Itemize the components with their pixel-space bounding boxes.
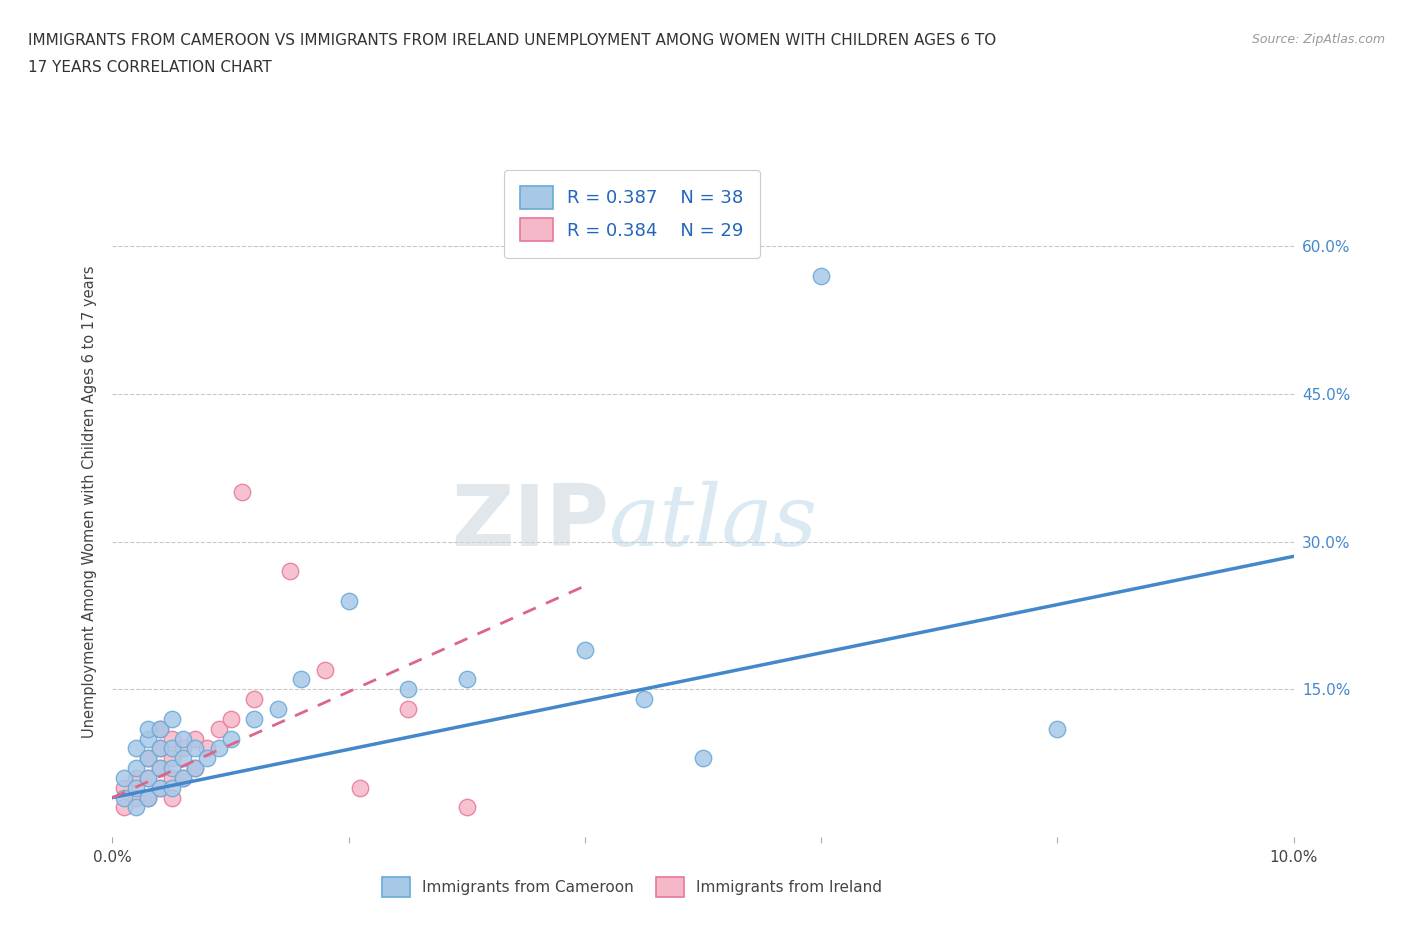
Point: [172, 741, 194, 756]
Point: [112, 780, 135, 795]
Point: [208, 722, 231, 737]
Point: [149, 780, 172, 795]
Point: [149, 722, 172, 737]
Point: [278, 564, 301, 578]
Point: [290, 672, 312, 687]
Text: ZIP: ZIP: [451, 481, 609, 564]
Point: [160, 780, 183, 795]
Point: [396, 701, 419, 716]
Point: [172, 731, 194, 746]
Point: [231, 485, 253, 499]
Point: [136, 770, 159, 785]
Point: [208, 741, 231, 756]
Point: [219, 731, 242, 746]
Point: [184, 761, 207, 776]
Point: [160, 731, 183, 746]
Point: [172, 770, 194, 785]
Point: [112, 800, 135, 815]
Point: [396, 682, 419, 697]
Text: 17 YEARS CORRELATION CHART: 17 YEARS CORRELATION CHART: [28, 60, 271, 75]
Point: [112, 790, 135, 805]
Point: [112, 770, 135, 785]
Point: [136, 790, 159, 805]
Point: [810, 268, 832, 283]
Text: IMMIGRANTS FROM CAMEROON VS IMMIGRANTS FROM IRELAND UNEMPLOYMENT AMONG WOMEN WIT: IMMIGRANTS FROM CAMEROON VS IMMIGRANTS F…: [28, 33, 997, 47]
Point: [125, 761, 148, 776]
Point: [456, 672, 478, 687]
Point: [314, 662, 336, 677]
Point: [125, 790, 148, 805]
Point: [160, 790, 183, 805]
Point: [149, 741, 172, 756]
Point: [160, 751, 183, 765]
Point: [692, 751, 714, 765]
Point: [160, 711, 183, 726]
Point: [195, 741, 218, 756]
Point: [184, 741, 207, 756]
Point: [160, 761, 183, 776]
Point: [456, 800, 478, 815]
Point: [125, 741, 148, 756]
Point: [1046, 722, 1069, 737]
Legend: Immigrants from Cameroon, Immigrants from Ireland: Immigrants from Cameroon, Immigrants fro…: [375, 871, 889, 903]
Point: [267, 701, 290, 716]
Point: [337, 593, 360, 608]
Point: [574, 643, 596, 658]
Point: [149, 761, 172, 776]
Text: atlas: atlas: [609, 481, 818, 564]
Point: [172, 751, 194, 765]
Point: [349, 780, 371, 795]
Point: [136, 731, 159, 746]
Point: [149, 741, 172, 756]
Point: [219, 711, 242, 726]
Point: [136, 722, 159, 737]
Text: Source: ZipAtlas.com: Source: ZipAtlas.com: [1251, 33, 1385, 46]
Point: [243, 711, 266, 726]
Point: [125, 780, 148, 795]
Point: [136, 751, 159, 765]
Point: [184, 761, 207, 776]
Point: [184, 731, 207, 746]
Point: [136, 790, 159, 805]
Point: [195, 751, 218, 765]
Point: [149, 761, 172, 776]
Point: [136, 751, 159, 765]
Point: [149, 722, 172, 737]
Y-axis label: Unemployment Among Women with Children Ages 6 to 17 years: Unemployment Among Women with Children A…: [82, 266, 97, 738]
Point: [172, 770, 194, 785]
Point: [149, 780, 172, 795]
Point: [160, 741, 183, 756]
Point: [243, 692, 266, 707]
Point: [125, 770, 148, 785]
Point: [160, 770, 183, 785]
Point: [125, 800, 148, 815]
Point: [136, 770, 159, 785]
Point: [633, 692, 655, 707]
